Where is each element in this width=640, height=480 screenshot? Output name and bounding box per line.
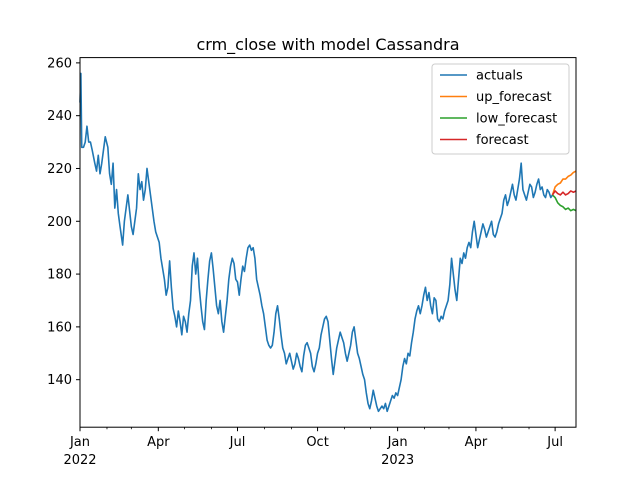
series-line-forecast <box>551 190 577 196</box>
legend: actuals up_forecast low_forecast forecast <box>431 63 570 155</box>
y-tick-label: 240 <box>47 109 72 124</box>
x-tick-year-label: 2023 <box>381 453 414 468</box>
legend-box <box>431 63 570 155</box>
y-tick-label: 180 <box>47 268 72 283</box>
x-tick-label: Jul <box>229 435 246 450</box>
legend-label-low_forecast: low_forecast <box>476 112 557 127</box>
x-tick-label: Jul <box>546 435 563 450</box>
y-tick-label: 220 <box>47 162 72 177</box>
x-tick-label: Jan <box>69 435 90 450</box>
x-tick-label: Oct <box>306 435 328 450</box>
series-line-actuals <box>79 72 554 413</box>
x-tick-label: Jan <box>387 435 408 450</box>
x-tick-label: Apr <box>465 435 488 450</box>
legend-label-forecast: forecast <box>476 133 529 148</box>
y-tick-label: 200 <box>47 215 72 230</box>
plot-frame <box>79 57 577 428</box>
x-tick-year-label: 2022 <box>63 453 96 468</box>
y-axis: 140 160 180 200 220 240 260 <box>47 56 80 388</box>
x-axis: Jan 2022 Apr Jul Oct Jan 2023 Apr Jul <box>63 427 563 468</box>
legend-label-actuals: actuals <box>476 69 523 84</box>
y-tick-label: 140 <box>47 373 72 388</box>
legend-label-up_forecast: up_forecast <box>476 90 552 105</box>
x-tick-label: Apr <box>147 435 170 450</box>
series-line-up_forecast <box>551 170 577 196</box>
chart-title: crm_close with model Cassandra <box>196 35 459 55</box>
y-tick-label: 160 <box>47 320 72 335</box>
series-line-low_forecast <box>551 194 577 212</box>
y-tick-label: 260 <box>47 56 72 71</box>
series-layer <box>79 72 577 413</box>
